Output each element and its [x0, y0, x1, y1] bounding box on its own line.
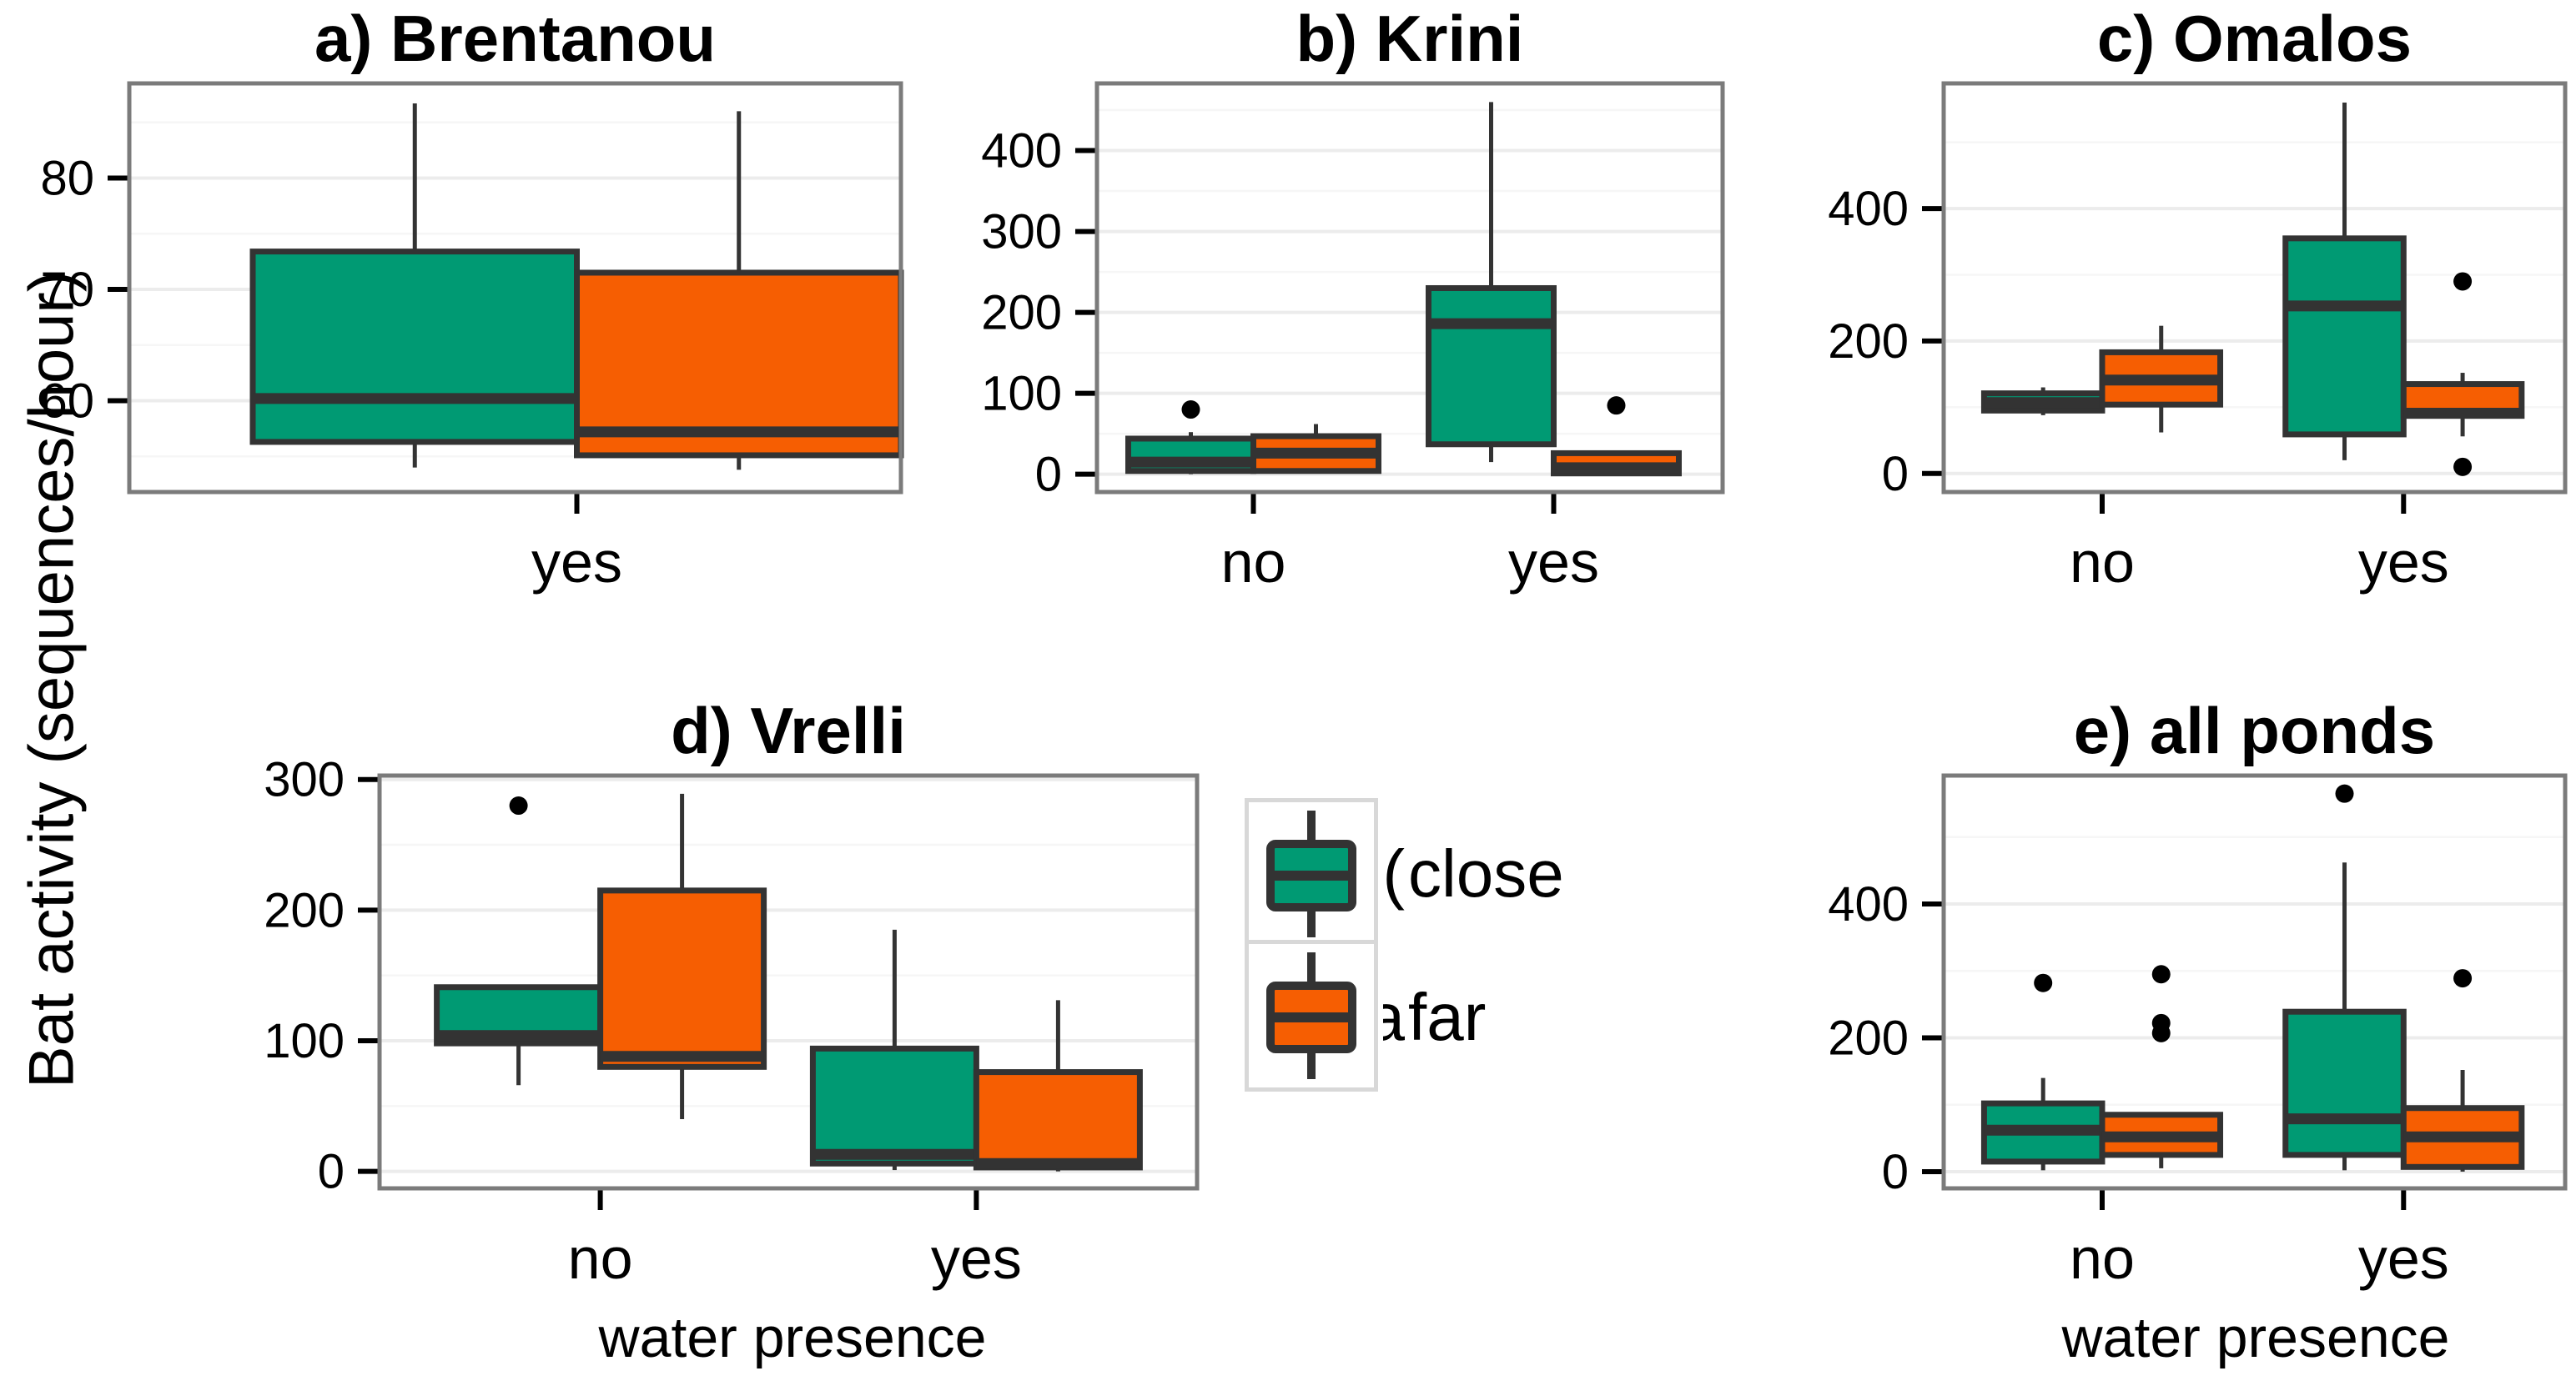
x-axis-title-left: water presence [598, 1306, 987, 1369]
panel-omalos-plot: 0 200 400 no yes [1828, 81, 2568, 595]
box-close-no [434, 796, 604, 1086]
outlier-point [509, 796, 528, 816]
legend: ( close a far [1245, 798, 1564, 1092]
panel-brentanou-plot: 60 70 80 yes [40, 81, 904, 595]
y-tick-label: 60 [40, 374, 94, 429]
box-far-yes [2400, 272, 2525, 476]
x-category-label: no [1221, 530, 1286, 595]
outlier-point [2453, 457, 2473, 476]
legend-label-far: far [1408, 980, 1487, 1054]
legend-key-far-icon [1245, 939, 1378, 1092]
panel-all-ponds-title: e) all ponds [2073, 694, 2436, 767]
box-far-yes [574, 111, 904, 470]
box-close-no [1125, 400, 1256, 475]
legend-item-far: a far [1245, 939, 1564, 1092]
box-close-no [1980, 387, 2106, 415]
box-close-yes [1426, 102, 1557, 463]
panel-vrelli-title: d) Vrelli [671, 694, 906, 767]
box-far-no [597, 793, 767, 1119]
x-category-label: no [2070, 530, 2135, 595]
box-close-no [1980, 973, 2106, 1171]
y-tick-label: 400 [1828, 182, 1909, 236]
panel-omalos-title: c) Omalos [2096, 2, 2412, 75]
box-close-yes [2282, 103, 2407, 460]
outlier-point [2151, 1023, 2171, 1042]
legend-key-close-icon [1245, 798, 1378, 950]
outlier-point [1607, 396, 1626, 415]
box-far-yes [973, 1000, 1143, 1172]
y-tick-label: 70 [40, 263, 94, 317]
panel-all-ponds-plot: 0 200 400 no yes [1828, 773, 2568, 1291]
x-category-label: yes [531, 530, 622, 595]
y-tick-label: 200 [1828, 314, 1909, 369]
box-far-no [2099, 965, 2224, 1168]
legend-item-close: ( close [1245, 798, 1564, 950]
x-category-label: yes [1508, 530, 1599, 595]
box-close-yes [2282, 784, 2407, 1171]
y-tick-label: 200 [1828, 1011, 1909, 1065]
panel-all-ponds: e) all ponds 0 200 400 no yes [1748, 694, 2576, 1363]
y-tick-label: 80 [40, 151, 94, 205]
y-tick-label: 100 [264, 1014, 345, 1068]
y-tick-label: 100 [981, 367, 1062, 421]
x-category-label: no [568, 1226, 633, 1291]
outlier-point [2335, 784, 2354, 803]
x-axis-title-right: water presence [2061, 1306, 2450, 1369]
box-far-no [2099, 325, 2224, 433]
x-category-label: yes [2358, 1226, 2449, 1291]
box-far-no [1250, 424, 1381, 475]
y-tick-label: 0 [1882, 1145, 1909, 1199]
panel-omalos: c) Omalos 0 200 400 no yes [1748, 0, 2576, 667]
panel-krini: b) Krini 0 100 200 300 400 no yes [918, 0, 1743, 667]
box-close-yes [809, 929, 979, 1171]
outlier-point [2453, 272, 2473, 291]
y-tick-label: 0 [1882, 447, 1909, 501]
y-tick-label: 0 [318, 1145, 345, 1199]
y-tick-label: 200 [981, 286, 1062, 340]
panel-brentanou: a) Brentanou 60 70 80 yes [4, 0, 913, 667]
panel-vrelli-plot: 0 100 200 300 no yes [264, 753, 1200, 1291]
panel-krini-title: b) Krini [1296, 2, 1524, 75]
outlier-point [2034, 973, 2053, 992]
outlier-point [2151, 965, 2171, 984]
x-category-label: no [2070, 1226, 2135, 1291]
outlier-point [1181, 400, 1200, 419]
y-tick-label: 400 [981, 124, 1062, 178]
y-tick-label: 200 [264, 883, 345, 937]
legend-label-close: close [1408, 836, 1564, 911]
outlier-point [2453, 969, 2473, 988]
y-tick-label: 400 [1828, 877, 1909, 932]
y-tick-label: 300 [981, 205, 1062, 259]
legend-clipped-glyph: a [1383, 980, 1405, 1054]
y-tick-label: 300 [264, 753, 345, 807]
box-far-yes [1551, 396, 1682, 477]
y-tick-label: 0 [1035, 448, 1062, 502]
x-category-label: yes [931, 1226, 1022, 1291]
legend-clipped-glyph: ( [1383, 836, 1405, 911]
box-far-yes [2400, 969, 2525, 1172]
panel-vrelli: d) Vrelli 0 100 200 300 no yes [117, 694, 1210, 1363]
box-close-yes [249, 103, 580, 468]
panel-krini-plot: 0 100 200 300 400 no yes [981, 81, 1725, 595]
panel-brentanou-title: a) Brentanou [314, 2, 717, 75]
x-category-label: yes [2358, 530, 2449, 595]
